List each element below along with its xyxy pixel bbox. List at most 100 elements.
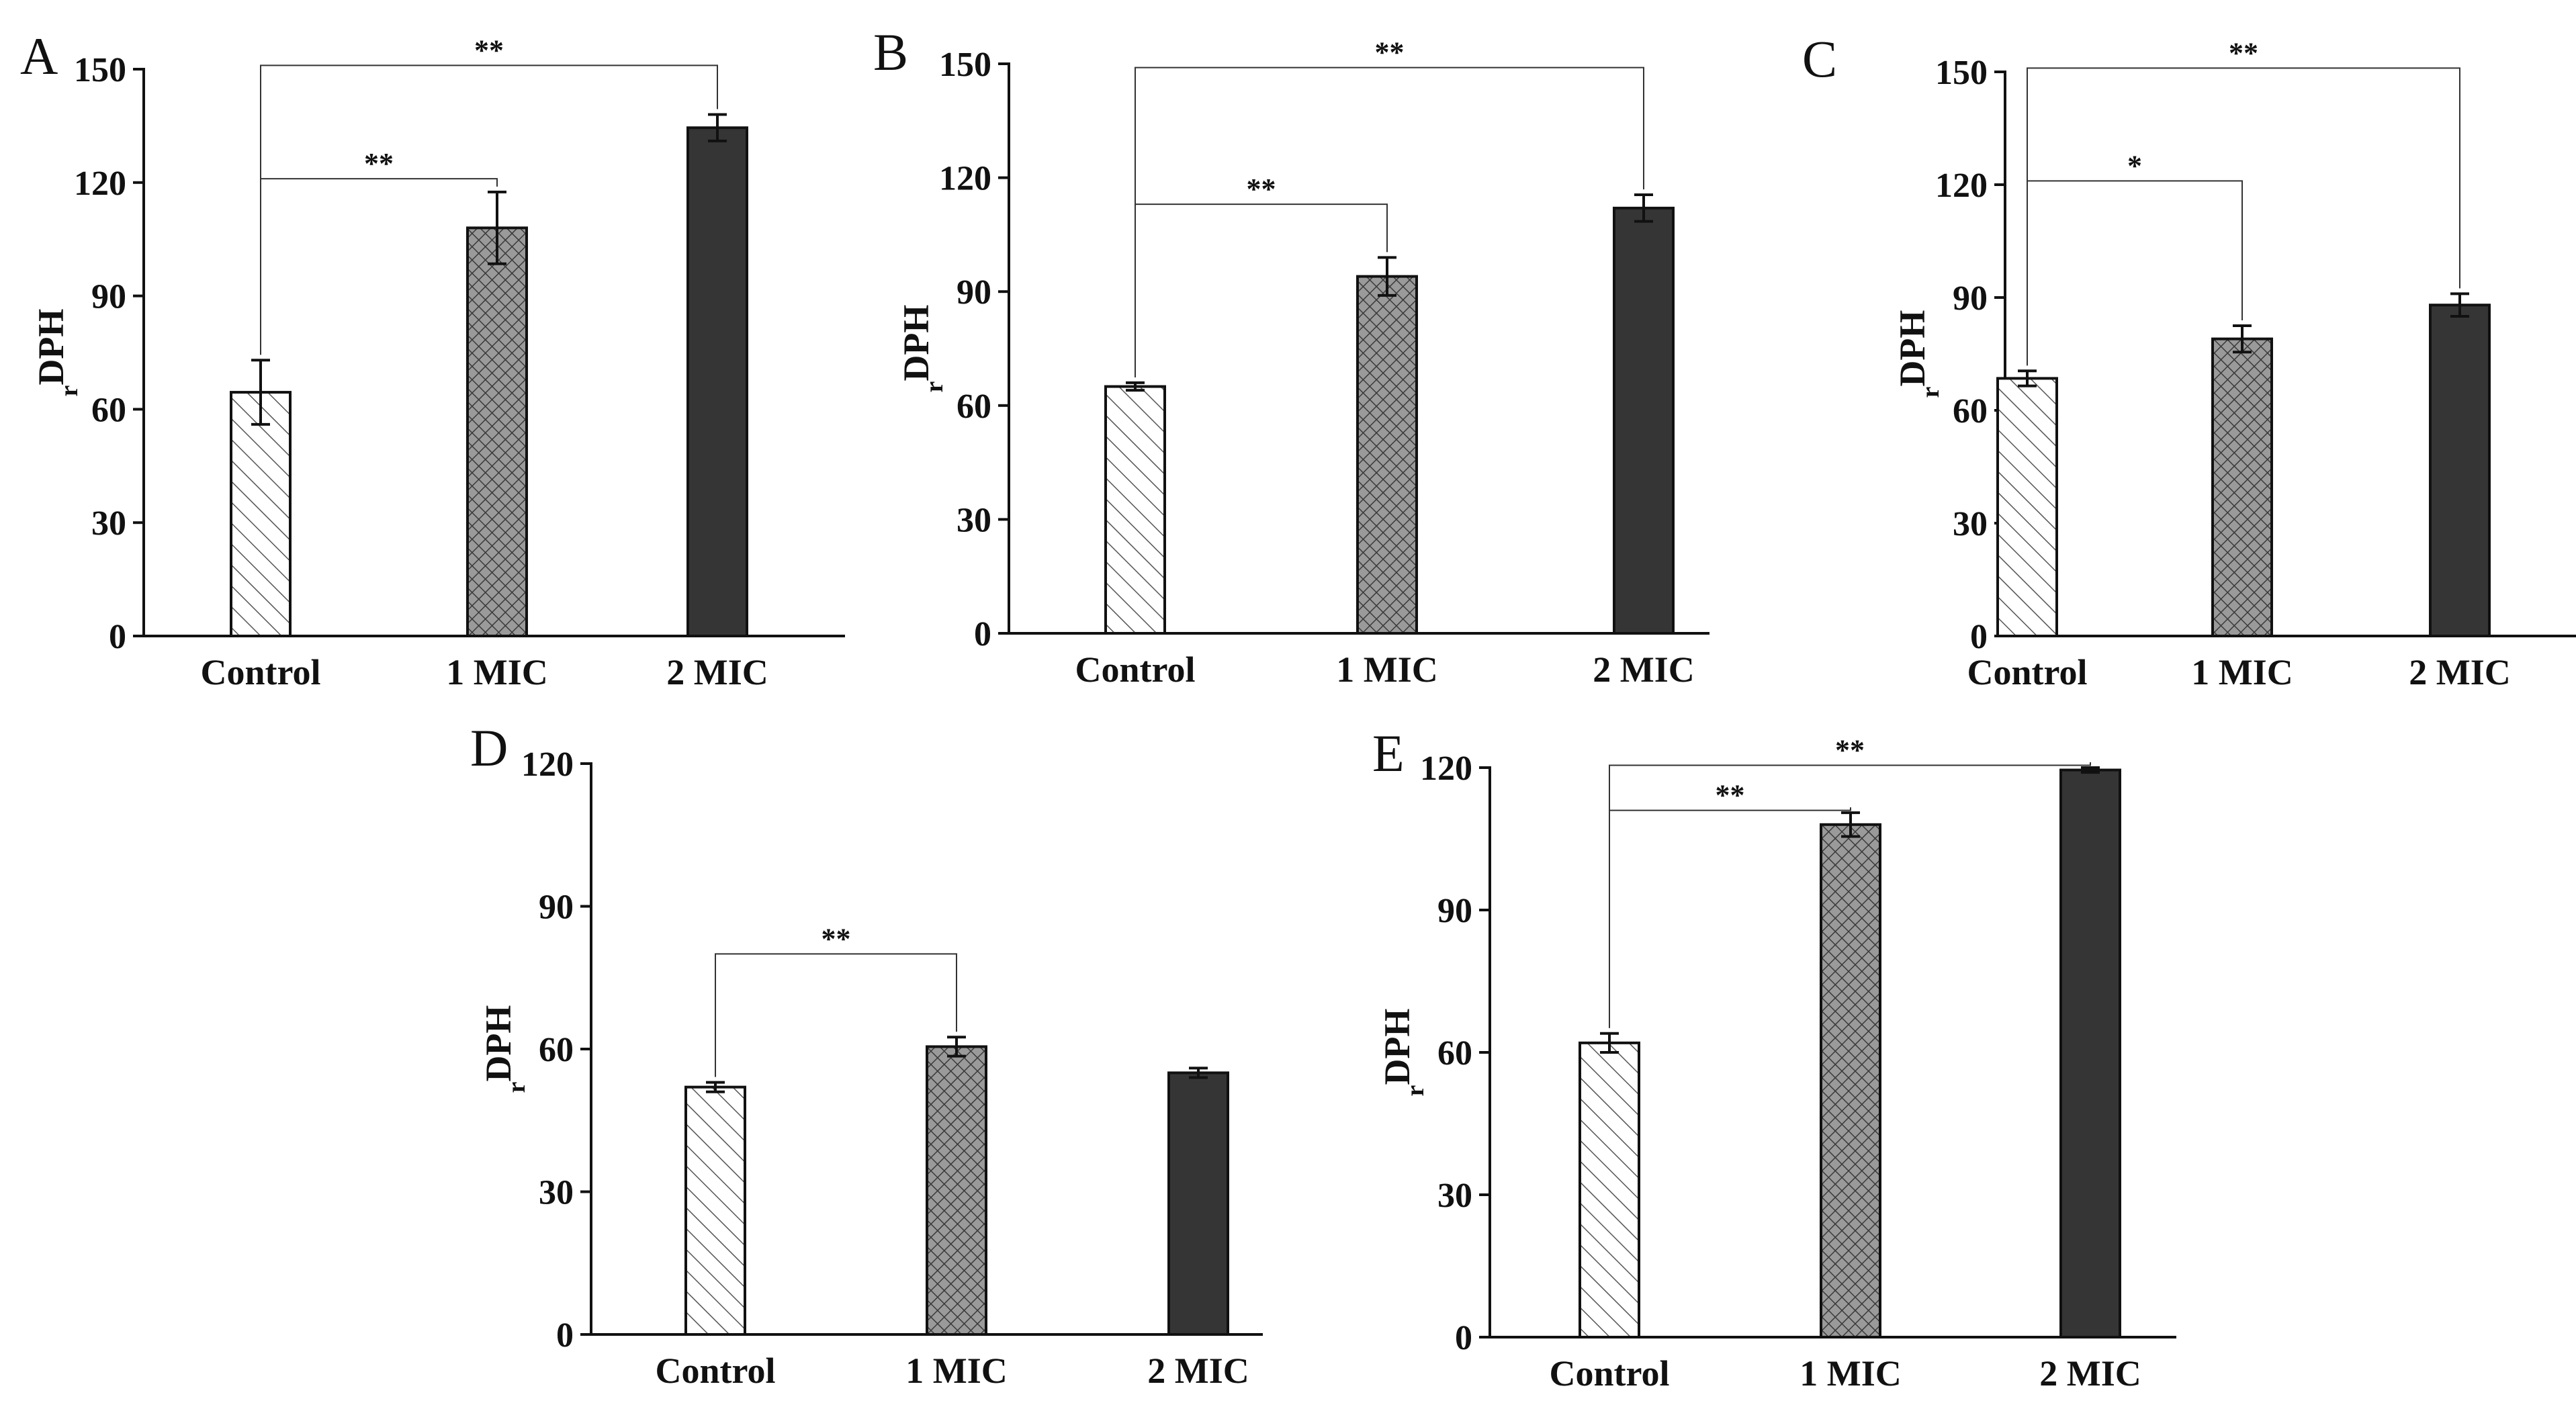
bar-2-mic — [686, 126, 748, 638]
category-label: 2 MIC — [1147, 1351, 1249, 1391]
y-axis-title: rDPH — [1377, 1009, 1429, 1097]
y-tick-label: 30 — [539, 1174, 574, 1212]
y-tick-label: 30 — [91, 504, 126, 543]
y-tick-label: 90 — [91, 278, 126, 316]
bar-2-mic — [2059, 768, 2121, 1338]
significance-bracket — [260, 64, 718, 355]
category-label: 2 MIC — [2409, 652, 2510, 692]
y-tick-label: 60 — [539, 1031, 574, 1069]
category-label: 1 MIC — [446, 652, 547, 692]
category-label: 1 MIC — [1336, 649, 1437, 690]
y-axis-title-prefix: r — [1401, 1085, 1429, 1096]
panel-letter: A — [20, 27, 58, 85]
significance-label: ** — [364, 147, 394, 180]
y-tick-label: 30 — [957, 501, 991, 539]
y-axis-title-main: DPH — [1892, 310, 1933, 387]
bar-1-mic — [1820, 823, 1881, 1339]
bar-control — [1996, 377, 2058, 638]
y-tick-label: 120 — [1420, 749, 1472, 788]
y-axis-title: rDPH — [1892, 310, 1945, 398]
category-label: 2 MIC — [666, 652, 768, 692]
significance-bracket — [2027, 180, 2243, 366]
significance-label: ** — [1716, 779, 1745, 812]
bar-control — [684, 1085, 746, 1336]
y-tick-label: 60 — [1953, 392, 1988, 430]
significance-label: ** — [1375, 36, 1405, 69]
y-axis-title-prefix: r — [55, 385, 83, 396]
significance-bracket — [1609, 807, 1851, 1028]
y-tick-label: 120 — [74, 165, 126, 203]
category-label: 1 MIC — [905, 1351, 1007, 1391]
significance-label: * — [2127, 149, 2142, 182]
significance-label: ** — [2229, 36, 2258, 69]
category-label: Control — [1967, 652, 2087, 692]
y-tick-label: 90 — [539, 889, 574, 927]
category-label: 2 MIC — [2039, 1353, 2141, 1394]
y-axis-title: rDPH — [31, 309, 83, 397]
y-tick-label: 120 — [521, 745, 574, 784]
y-tick-label: 60 — [1437, 1034, 1472, 1073]
significance-bracket — [260, 178, 498, 355]
y-axis-title-main: DPH — [1377, 1009, 1417, 1085]
category-label: Control — [1075, 649, 1195, 690]
significance-label: ** — [1835, 733, 1865, 766]
panel-d: D 0 30 60 90 120 rDPH Control 1 MIC 2 MIC ** — [470, 719, 1263, 1391]
y-tick-label: 0 — [109, 618, 126, 656]
category-label: 1 MIC — [2191, 652, 2293, 692]
y-tick-label: 150 — [74, 51, 126, 89]
y-tick-label: 90 — [957, 273, 991, 312]
y-tick-label: 90 — [1437, 892, 1472, 930]
y-tick-label: 60 — [957, 388, 991, 426]
bar-control — [1579, 1041, 1640, 1339]
bar-control — [1104, 385, 1166, 635]
panel-letter: C — [1802, 30, 1837, 88]
y-axis-title: rDPH — [896, 305, 948, 393]
panel-letter: B — [873, 23, 908, 81]
y-axis-title-main: DPH — [478, 1005, 519, 1082]
significance-bracket — [1135, 66, 1644, 377]
bar-control — [230, 391, 292, 638]
panel-letter: D — [470, 719, 508, 777]
y-axis-title-main: DPH — [896, 305, 936, 381]
y-tick-label: 0 — [556, 1316, 574, 1355]
bar-2-mic — [1167, 1071, 1229, 1336]
significance-label: ** — [474, 34, 504, 66]
y-axis-title-main: DPH — [31, 309, 71, 385]
y-axis-title: rDPH — [478, 1005, 531, 1093]
y-axis-title-prefix: r — [920, 381, 948, 392]
significance-bracket — [715, 953, 957, 1077]
bar-1-mic — [2211, 337, 2273, 637]
significance-label: ** — [1247, 173, 1276, 206]
y-tick-label: 30 — [1953, 505, 1988, 543]
bar-2-mic — [2429, 304, 2491, 637]
category-label: 1 MIC — [1800, 1353, 1901, 1394]
bar-2-mic — [1613, 206, 1675, 635]
bar-1-mic — [1356, 275, 1418, 635]
y-axis-title-prefix: r — [1916, 386, 1945, 398]
panel-e: E 0 30 60 90 120 rDPH Control 1 MIC 2 MIC ** ** — [1372, 724, 2176, 1394]
bar-1-mic — [926, 1045, 987, 1336]
y-tick-label: 150 — [1935, 54, 1988, 92]
panel-a: A 0 30 60 90 120 150 rDPH Control 1 MIC 2 MIC ** ** — [20, 27, 845, 692]
y-tick-label: 150 — [939, 46, 991, 84]
significance-bracket — [2027, 67, 2460, 366]
y-tick-label: 0 — [974, 615, 991, 653]
category-label: Control — [655, 1351, 775, 1391]
panel-b: B 0 30 60 90 120 150 rDPH Control 1 MIC 2 MIC ** ** — [873, 23, 1709, 690]
y-tick-label: 0 — [1970, 618, 1988, 656]
bar-1-mic — [466, 226, 528, 637]
significance-label: ** — [821, 922, 851, 955]
y-tick-label: 60 — [91, 391, 126, 429]
category-label: Control — [200, 652, 320, 692]
category-label: 2 MIC — [1593, 649, 1694, 690]
y-tick-label: 120 — [939, 160, 991, 198]
y-tick-label: 0 — [1455, 1319, 1472, 1357]
significance-bracket — [1609, 762, 2091, 1028]
y-tick-label: 30 — [1437, 1177, 1472, 1215]
significance-bracket — [1135, 203, 1388, 377]
category-label: Control — [1549, 1353, 1669, 1394]
y-tick-label: 90 — [1953, 279, 1988, 318]
